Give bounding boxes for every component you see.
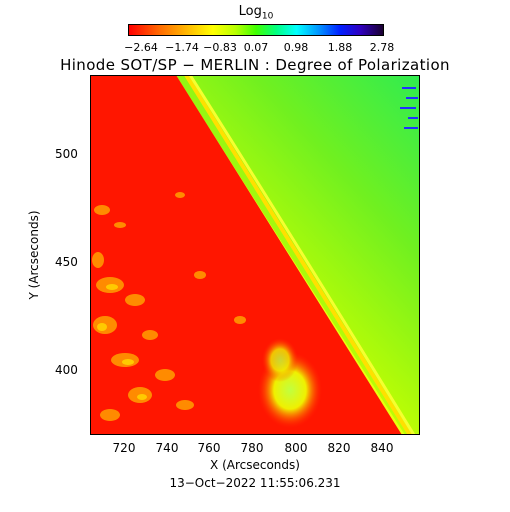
plot-title: Hinode SOT/SP − MERLIN : Degree of Polar… <box>60 56 450 74</box>
y-tick: 500 <box>55 147 78 161</box>
y-tick: 450 <box>55 255 78 269</box>
y-axis-label: Y (Arcseconds) <box>27 210 41 300</box>
colorbar-tick: −2.64 <box>124 41 158 54</box>
x-tick: 840 <box>370 441 394 455</box>
timestamp: 13−Oct−2022 11:55:06.231 <box>169 476 341 490</box>
plage-region-small <box>262 338 298 382</box>
noise-pixels <box>400 87 418 129</box>
y-tick: 400 <box>55 363 78 377</box>
limb-edge <box>184 75 412 435</box>
x-tick: 800 <box>284 441 308 455</box>
x-axis-label: X (Arcseconds) <box>210 458 300 472</box>
x-tick: 820 <box>327 441 351 455</box>
colorbar-title: Log10 <box>228 4 284 22</box>
colorbar-tick: 0.07 <box>243 41 269 54</box>
colorbar-tick: 0.98 <box>283 41 309 54</box>
network-patches-bright <box>97 284 147 400</box>
x-tick: 780 <box>240 441 264 455</box>
network-patches <box>92 192 246 421</box>
x-tick: 760 <box>197 441 221 455</box>
polarization-map <box>90 75 420 435</box>
colorbar-tick: 1.88 <box>327 41 353 54</box>
limb-edge-outer <box>188 75 416 435</box>
plot-frame <box>90 75 420 435</box>
colorbar <box>128 24 384 36</box>
colorbar-tick: −0.83 <box>203 41 237 54</box>
colorbar-title-sub: 10 <box>261 11 274 22</box>
colorbar-tick: 2.78 <box>369 41 395 54</box>
solar-disk <box>90 75 402 435</box>
x-tick: 720 <box>112 441 136 455</box>
colorbar-tick: −1.74 <box>165 41 199 54</box>
colorbar-title-base: Log <box>238 4 262 19</box>
polarization-map-image <box>90 75 420 435</box>
x-tick: 740 <box>155 441 179 455</box>
